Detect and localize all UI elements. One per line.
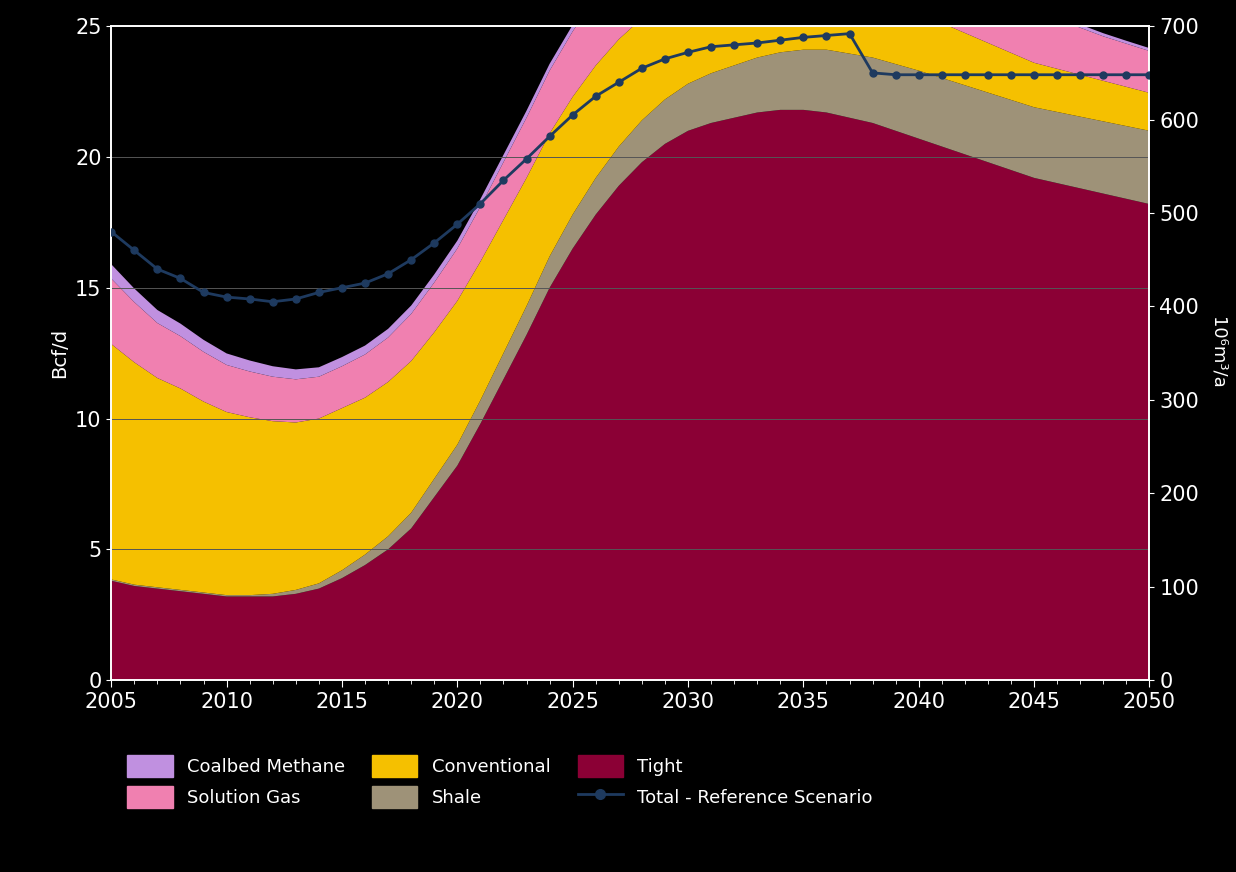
Legend: Coalbed Methane, Solution Gas, Conventional, Shale, Tight, Total - Reference Sce: Coalbed Methane, Solution Gas, Conventio… [120, 747, 880, 815]
Y-axis label: Bcf/d: Bcf/d [51, 328, 69, 378]
Y-axis label: 10⁶m³/a: 10⁶m³/a [1209, 317, 1227, 389]
